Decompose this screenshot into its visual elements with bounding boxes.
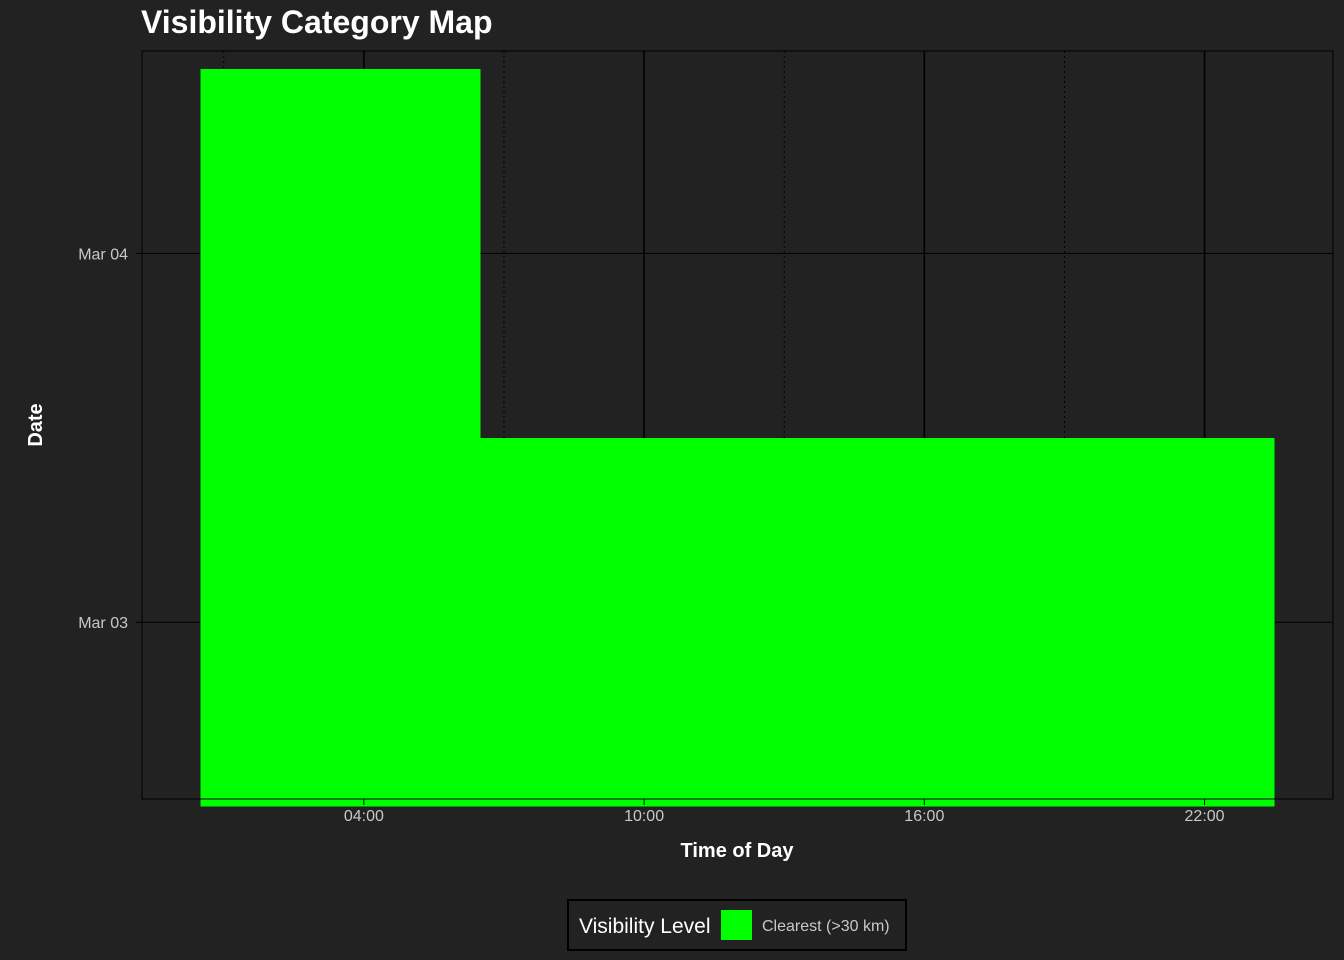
y-tick-label: Mar 04 — [78, 246, 128, 263]
heatmap-cell — [200, 437, 1275, 807]
x-axis: 04:00 10:00 16:00 22:00 — [344, 799, 1225, 825]
legend-box — [567, 899, 907, 951]
y-axis: Mar 03 Mar 04 — [78, 246, 142, 632]
y-tick-label: Mar 03 — [78, 615, 128, 632]
x-tick-label: 22:00 — [1185, 808, 1225, 825]
x-axis-title: Time of Day — [681, 840, 795, 862]
legend-swatch — [721, 910, 752, 940]
chart-title: Visibility Category Map — [141, 4, 493, 40]
y-axis-title: Date — [25, 403, 47, 446]
heatmap-cell — [200, 68, 481, 438]
legend-title: Visibility Level — [579, 915, 711, 938]
x-tick-label: 16:00 — [904, 808, 944, 825]
x-tick-label: 04:00 — [344, 808, 384, 825]
plot-border — [141, 50, 1334, 800]
x-tick-label: 10:00 — [624, 808, 664, 825]
heatmap-cells — [200, 68, 1275, 807]
legend: Visibility Level Clearest (>30 km) — [567, 899, 907, 951]
legend-label: Clearest (>30 km) — [762, 918, 890, 935]
